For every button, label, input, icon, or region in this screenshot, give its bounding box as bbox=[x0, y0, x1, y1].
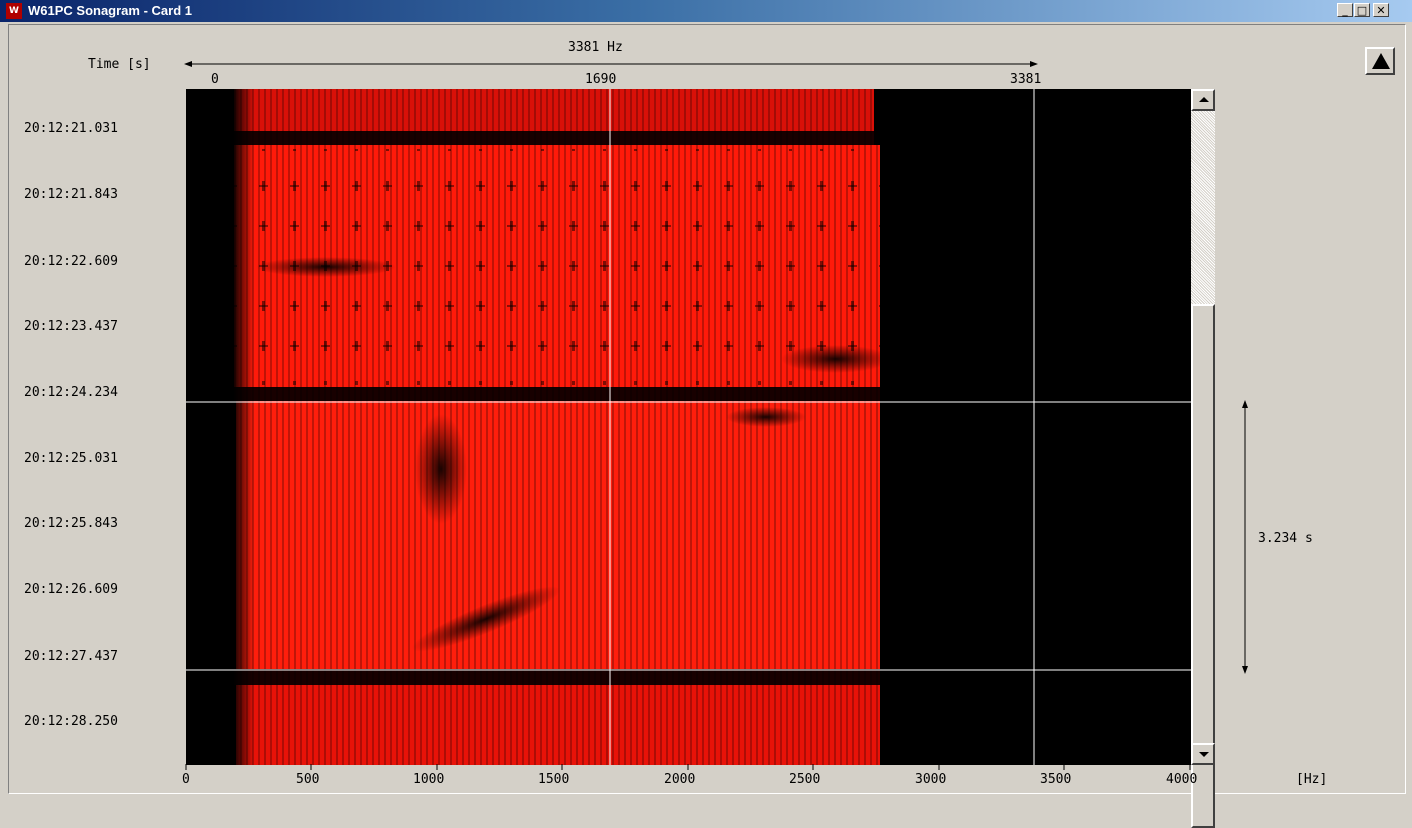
arrow-down-icon bbox=[1199, 752, 1209, 757]
duration-label: 3.234 s bbox=[1258, 531, 1313, 546]
vertical-scrollbar[interactable] bbox=[1191, 89, 1215, 828]
top-tick-0: 0 bbox=[211, 72, 219, 87]
top-tick-2: 3381 bbox=[1010, 72, 1042, 87]
freq-tick-3500: 3500 bbox=[1040, 772, 1072, 787]
scroll-up-button[interactable] bbox=[1191, 89, 1215, 111]
time-label-5: 20:12:25.031 bbox=[24, 451, 118, 466]
freq-tick-4000: 4000 bbox=[1166, 772, 1198, 787]
freq-unit-label: [Hz] bbox=[1296, 772, 1328, 787]
time-label-7: 20:12:26.609 bbox=[24, 582, 118, 597]
freq-tick-1500: 1500 bbox=[538, 772, 570, 787]
top-tick-1: 1690 bbox=[585, 72, 617, 87]
freq-tick-500: 500 bbox=[296, 772, 320, 787]
scroll-down-button[interactable] bbox=[1191, 743, 1215, 765]
freq-axis-ticks bbox=[185, 764, 1191, 770]
scroll-top-button[interactable] bbox=[1365, 47, 1395, 75]
time-label-6: 20:12:25.843 bbox=[24, 516, 118, 531]
scroll-track[interactable] bbox=[1191, 111, 1215, 304]
time-label-0: 20:12:21.031 bbox=[24, 121, 118, 136]
time-label-4: 20:12:24.234 bbox=[24, 385, 118, 400]
window-title: W61PC Sonagram - Card 1 bbox=[28, 3, 192, 18]
time-label-8: 20:12:27.437 bbox=[24, 649, 118, 664]
time-label-1: 20:12:21.843 bbox=[24, 187, 118, 202]
sonagram-plot[interactable] bbox=[186, 89, 1191, 765]
scroll-thumb[interactable] bbox=[1191, 304, 1215, 828]
sonagram-image bbox=[186, 89, 1191, 765]
freq-tick-2000: 2000 bbox=[664, 772, 696, 787]
freq-tick-3000: 3000 bbox=[915, 772, 947, 787]
span-arrow bbox=[184, 61, 1038, 67]
duration-arrow bbox=[1242, 400, 1248, 674]
time-axis-label: Time [s] bbox=[88, 57, 151, 72]
close-button[interactable]: ✕ bbox=[1373, 3, 1389, 17]
title-bar: W W61PC Sonagram - Card 1 _ □ ✕ bbox=[0, 0, 1412, 22]
time-label-3: 20:12:23.437 bbox=[24, 319, 118, 334]
triangle-up-icon bbox=[1372, 53, 1390, 69]
freq-tick-2500: 2500 bbox=[789, 772, 821, 787]
freq-tick-1000: 1000 bbox=[413, 772, 445, 787]
client-frame bbox=[8, 24, 1406, 794]
time-label-9: 20:12:28.250 bbox=[24, 714, 118, 729]
maximize-button[interactable]: □ bbox=[1354, 3, 1370, 17]
arrow-up-icon bbox=[1199, 97, 1209, 102]
time-label-2: 20:12:22.609 bbox=[24, 254, 118, 269]
minimize-button[interactable]: _ bbox=[1337, 3, 1353, 17]
app-icon: W bbox=[6, 3, 22, 19]
span-label: 3381 Hz bbox=[568, 40, 623, 55]
freq-tick-0: 0 bbox=[182, 772, 190, 787]
